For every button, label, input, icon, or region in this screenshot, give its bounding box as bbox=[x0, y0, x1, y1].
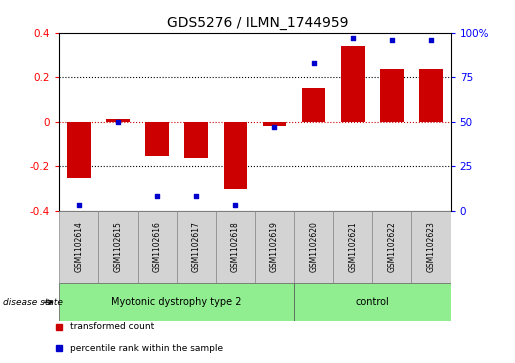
Point bbox=[192, 193, 200, 199]
Text: GSM1102616: GSM1102616 bbox=[152, 221, 162, 272]
Bar bbox=[419, 69, 443, 122]
Point bbox=[153, 193, 161, 199]
Text: GDS5276 / ILMN_1744959: GDS5276 / ILMN_1744959 bbox=[167, 16, 348, 30]
Text: percentile rank within the sample: percentile rank within the sample bbox=[70, 344, 222, 353]
Text: GSM1102623: GSM1102623 bbox=[426, 221, 436, 272]
Point bbox=[270, 124, 279, 130]
Bar bbox=[59, 283, 294, 321]
Text: GSM1102614: GSM1102614 bbox=[74, 221, 83, 272]
Text: GSM1102620: GSM1102620 bbox=[309, 221, 318, 272]
Text: GSM1102618: GSM1102618 bbox=[231, 221, 240, 272]
Bar bbox=[138, 211, 177, 283]
Bar bbox=[294, 283, 451, 321]
Point bbox=[349, 35, 357, 41]
Text: GSM1102615: GSM1102615 bbox=[113, 221, 123, 272]
Text: disease state: disease state bbox=[3, 298, 62, 307]
Bar bbox=[341, 46, 365, 122]
Point bbox=[75, 202, 83, 208]
Bar bbox=[59, 211, 98, 283]
Bar bbox=[411, 211, 451, 283]
Bar bbox=[255, 211, 294, 283]
Text: GSM1102621: GSM1102621 bbox=[348, 221, 357, 272]
Bar bbox=[177, 211, 216, 283]
Text: transformed count: transformed count bbox=[70, 322, 154, 331]
Bar bbox=[184, 122, 208, 158]
Bar bbox=[224, 122, 247, 189]
Bar bbox=[333, 211, 372, 283]
Point bbox=[231, 202, 239, 208]
Bar bbox=[106, 119, 130, 122]
Bar bbox=[216, 211, 255, 283]
Text: control: control bbox=[355, 297, 389, 307]
Bar bbox=[380, 69, 404, 122]
Bar bbox=[263, 122, 286, 126]
Text: GSM1102622: GSM1102622 bbox=[387, 221, 397, 272]
Bar bbox=[372, 211, 411, 283]
Bar bbox=[302, 88, 325, 122]
Bar bbox=[67, 122, 91, 178]
Point bbox=[310, 60, 318, 66]
Point bbox=[388, 37, 396, 43]
Point bbox=[427, 37, 435, 43]
Text: GSM1102617: GSM1102617 bbox=[192, 221, 201, 272]
Point bbox=[114, 119, 122, 125]
Bar bbox=[294, 211, 333, 283]
Bar bbox=[98, 211, 138, 283]
Text: GSM1102619: GSM1102619 bbox=[270, 221, 279, 272]
Text: Myotonic dystrophy type 2: Myotonic dystrophy type 2 bbox=[111, 297, 242, 307]
Bar bbox=[145, 122, 169, 156]
